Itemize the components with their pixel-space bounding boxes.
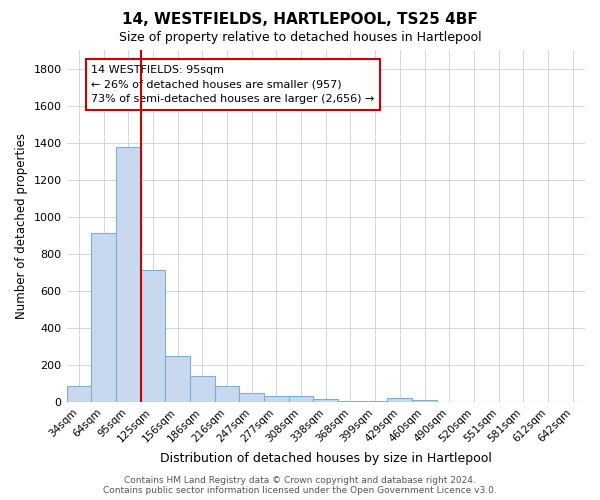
Bar: [412, 400, 437, 402]
Y-axis label: Number of detached properties: Number of detached properties: [15, 133, 28, 319]
Bar: [363, 401, 388, 402]
Text: Contains HM Land Registry data © Crown copyright and database right 2024.
Contai: Contains HM Land Registry data © Crown c…: [103, 476, 497, 495]
Text: 14, WESTFIELDS, HARTLEPOOL, TS25 4BF: 14, WESTFIELDS, HARTLEPOOL, TS25 4BF: [122, 12, 478, 28]
Bar: [67, 386, 91, 402]
Bar: [239, 392, 264, 402]
Bar: [215, 386, 239, 402]
Bar: [388, 398, 412, 402]
Bar: [116, 147, 140, 402]
Bar: [264, 396, 289, 402]
Bar: [289, 396, 313, 402]
Bar: [313, 398, 338, 402]
Text: Size of property relative to detached houses in Hartlepool: Size of property relative to detached ho…: [119, 31, 481, 44]
Bar: [165, 356, 190, 402]
X-axis label: Distribution of detached houses by size in Hartlepool: Distribution of detached houses by size …: [160, 452, 492, 465]
Bar: [338, 401, 363, 402]
Bar: [91, 234, 116, 402]
Text: 14 WESTFIELDS: 95sqm
← 26% of detached houses are smaller (957)
73% of semi-deta: 14 WESTFIELDS: 95sqm ← 26% of detached h…: [91, 65, 374, 104]
Bar: [190, 376, 215, 402]
Bar: [140, 270, 165, 402]
